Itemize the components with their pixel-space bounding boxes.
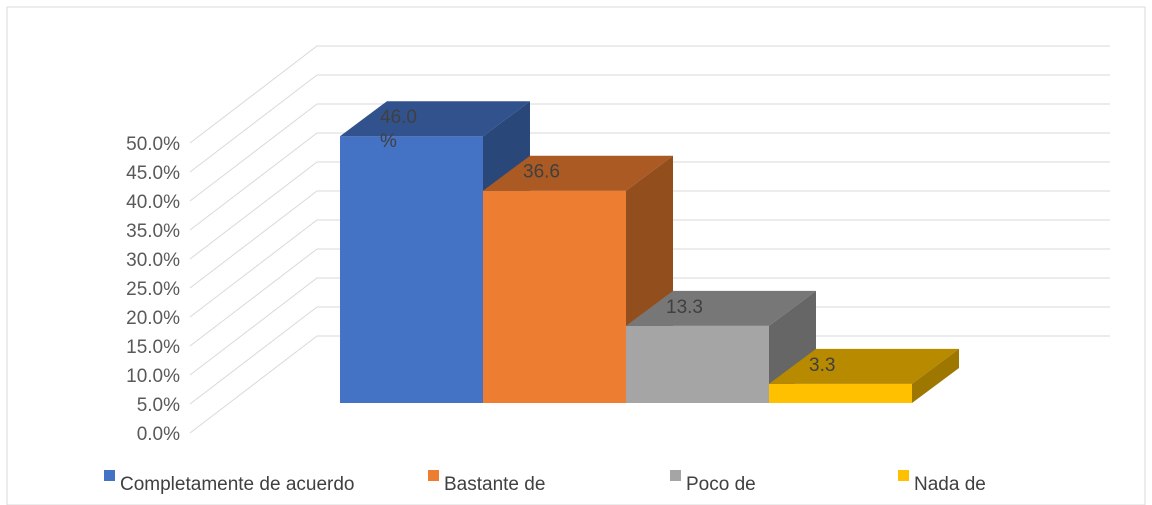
data-label: 36.6	[523, 162, 560, 183]
legend-label: Completamente de acuerdo	[120, 474, 354, 495]
y-tick-label: 40.0%	[126, 192, 180, 213]
bar-top	[769, 348, 959, 384]
gridline	[189, 248, 1110, 347]
y-tick-label: 10.0%	[126, 366, 180, 387]
legend-item: Completamente de acuerdo	[104, 470, 354, 495]
gridline	[189, 132, 1110, 231]
bar-front	[340, 136, 483, 403]
bar-front	[769, 383, 912, 403]
legend-item: Bastante de	[428, 470, 545, 495]
legend-swatch	[428, 470, 439, 481]
legend-label: Nada de	[914, 474, 986, 495]
data-label: 3.3	[809, 355, 835, 376]
y-tick-label: 20.0%	[126, 308, 180, 329]
gridline	[189, 190, 1110, 289]
bar-top	[626, 290, 816, 326]
gridline	[189, 74, 1110, 173]
bars	[340, 101, 959, 403]
data-labels: 46.0 % 36.6 13.3 3.3	[380, 107, 835, 376]
legend-swatch	[670, 470, 681, 481]
y-tick-label: 5.0%	[137, 395, 180, 416]
gridline	[189, 161, 1110, 260]
gridline	[189, 277, 1110, 376]
data-label: 13.3	[666, 297, 703, 318]
bar-side	[912, 348, 959, 403]
data-label: 46.0%	[380, 107, 417, 152]
y-tick-label: 45.0%	[126, 163, 180, 184]
y-tick-label: 50.0%	[126, 134, 180, 155]
gridline	[189, 306, 1110, 405]
gridlines	[189, 45, 1110, 434]
bar-front	[626, 325, 769, 403]
gridline	[189, 45, 1110, 144]
bar-top	[340, 101, 530, 137]
legend-swatch	[898, 470, 909, 481]
y-tick-label: 30.0%	[126, 250, 180, 271]
gridline	[189, 335, 1110, 434]
legend-item: Nada de	[898, 470, 986, 495]
bar-front	[483, 190, 626, 403]
gridline	[189, 219, 1110, 318]
legend-swatch	[104, 470, 115, 481]
bar	[769, 348, 959, 403]
bar-top	[483, 155, 673, 191]
y-tick-label: 25.0%	[126, 279, 180, 300]
legend-item: Poco de	[670, 470, 756, 495]
y-axis-ticks: 0.0% 5.0% 10.0% 15.0% 20.0% 25.0% 30.0% 35.0% 40…	[126, 134, 180, 445]
y-tick-label: 0.0%	[137, 424, 180, 445]
legend: Completamente de acuerdo Bastante de Poco …	[104, 470, 986, 495]
gridline	[189, 103, 1110, 202]
legend-label: Bastante de	[444, 474, 545, 495]
legend-label: Poco de	[686, 474, 756, 495]
y-tick-label: 15.0%	[126, 337, 180, 358]
y-tick-label: 35.0%	[126, 221, 180, 242]
